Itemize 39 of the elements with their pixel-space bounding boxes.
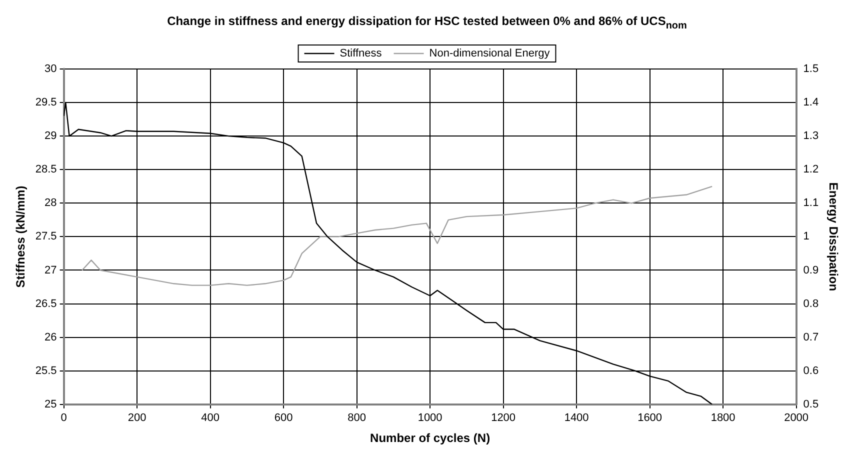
x-tick-label: 800 bbox=[348, 412, 366, 424]
y2-tick-label: 0.9 bbox=[803, 264, 819, 276]
y2-tick-label: 1.2 bbox=[803, 164, 819, 176]
y2-tick-label: 1.4 bbox=[803, 96, 819, 109]
y-tick-label: 28.5 bbox=[35, 164, 57, 176]
x-tick-label: 1200 bbox=[491, 412, 516, 424]
y2-tick-label: 0.6 bbox=[803, 364, 819, 377]
y2-tick-label: 1.3 bbox=[803, 130, 819, 142]
legend-label: Stiffness bbox=[340, 48, 382, 60]
y2-tick-label: 1 bbox=[803, 230, 810, 243]
chart-title: Change in stiffness and energy dissipation for HSC tested between 0% and 86% of UCS$_{nom}$ bbox=[166, 14, 688, 32]
legend-label: Non-dimensional Energy bbox=[429, 48, 550, 60]
y2-tick-label: 0.8 bbox=[803, 298, 819, 310]
y-tick-label: 25.5 bbox=[35, 364, 57, 377]
y2-tick-label: 0.5 bbox=[803, 398, 819, 410]
x-tick-label: 1400 bbox=[564, 412, 589, 424]
x-tick-label: 200 bbox=[128, 412, 146, 424]
x-tick-label: 1000 bbox=[418, 412, 442, 424]
y-tick-label: 29 bbox=[44, 130, 57, 142]
x-tick-label: 600 bbox=[274, 412, 293, 424]
x-tick-label: 400 bbox=[201, 412, 220, 424]
x-axis-title: Number of cycles (N) bbox=[370, 431, 490, 446]
y2-axis-title: Energy Dissipation bbox=[826, 182, 840, 292]
y-tick-label: 27.5 bbox=[35, 230, 57, 243]
x-tick-label: 1600 bbox=[638, 412, 662, 424]
y-tick-label: 29.5 bbox=[35, 96, 57, 109]
x-tick-label: 2000 bbox=[784, 412, 809, 424]
y-tick-label: 25 bbox=[44, 398, 57, 410]
y2-tick-label: 1.5 bbox=[803, 63, 819, 76]
x-tick-label: 0 bbox=[60, 412, 67, 424]
y-tick-label: 30 bbox=[44, 63, 57, 76]
y-tick-label: 27 bbox=[44, 264, 57, 276]
y-tick-label: 28 bbox=[44, 197, 57, 210]
x-tick-label: 1800 bbox=[710, 412, 736, 424]
y-axis-title: Stiffness (kN/mm) bbox=[14, 186, 28, 288]
y-tick-label: 26.5 bbox=[35, 298, 57, 310]
y2-tick-label: 1.1 bbox=[803, 197, 819, 210]
y-tick-label: 26 bbox=[44, 331, 57, 344]
y2-tick-label: 0.7 bbox=[803, 331, 819, 344]
